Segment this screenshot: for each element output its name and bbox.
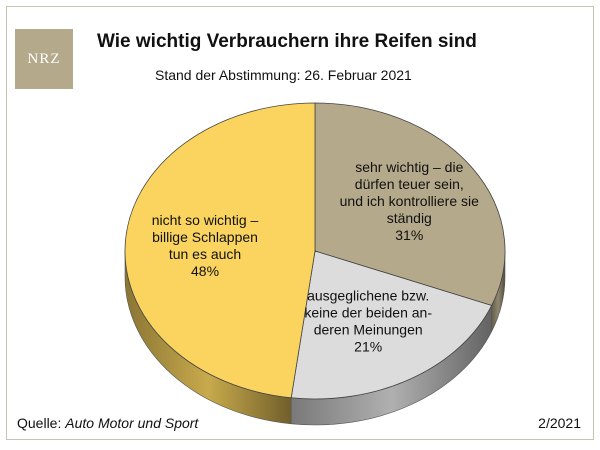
pie-chart: sehr wichtig – die dürfen teuer sein, und … [124,102,506,426]
source-prefix: Quelle: [17,415,66,431]
chart-subtitle: Stand der Abstimmung: 26. Februar 2021 [155,67,412,83]
logo-text: NRZ [27,50,61,67]
chart-title: Wie wichtig Verbrauchern ihre Reifen sin… [97,31,477,52]
source-note: Quelle: Auto Motor und Sport [17,415,198,431]
source-name: Auto Motor und Sport [65,415,199,431]
pie-slices [124,102,506,400]
chart-frame: NRZ Wie wichtig Verbrauchern ihre Reifen… [6,6,594,440]
publication-date: 2/2021 [538,415,581,431]
pie-sides [124,250,506,426]
pie-slice-2 [290,250,493,400]
pie-slice-3 [124,102,316,399]
pie-slice-1 [314,102,506,306]
nrz-logo: NRZ [15,29,73,89]
pie-labels: sehr wichtig – die dürfen teuer sein, und … [152,159,479,354]
slice-label-2: ausgeglichene bzw. keine der beiden an-de… [304,288,432,355]
slice-label-1: sehr wichtig – die dürfen teuer sein, und … [340,159,480,243]
slice-label-3: nicht so wichtig – billige Schlappen tun e… [152,212,259,279]
